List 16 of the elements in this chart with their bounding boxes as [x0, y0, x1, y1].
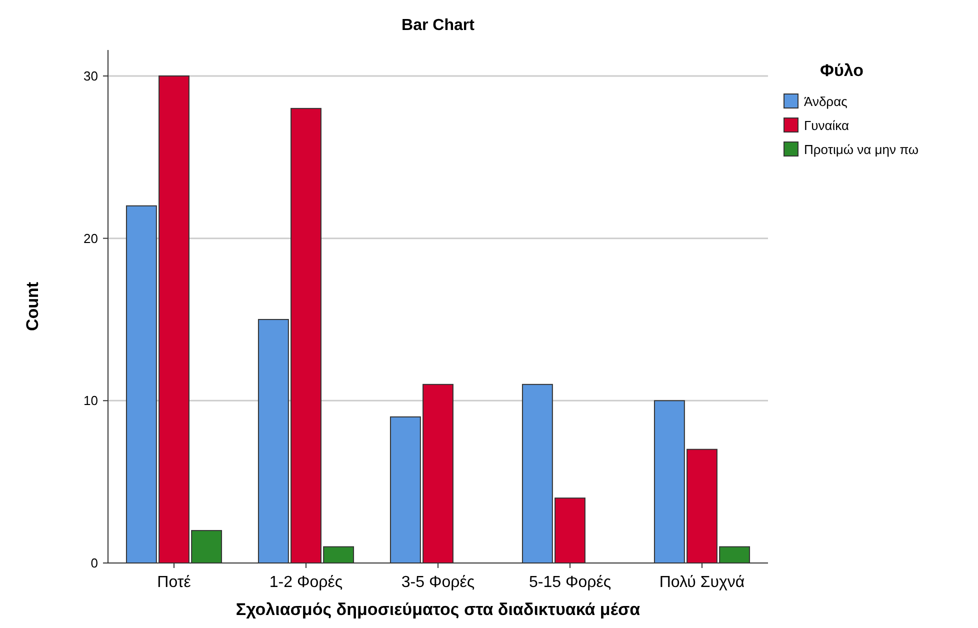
x-axis-title: Σχολιασμός δημοσιεύματος στα διαδικτυακά μέσα [236, 600, 641, 619]
chart-title: Bar Chart [402, 17, 476, 34]
y-tick-label: 20 [84, 230, 98, 246]
x-tick-label: 1-2 Φορές [269, 574, 343, 591]
y-tick-label: 0 [90, 556, 98, 571]
y-axis-title: Count [23, 282, 42, 332]
x-tick-label: 5-15 Φορές [528, 574, 612, 591]
x-tick-label: Πολύ Συχνά [659, 574, 745, 591]
y-tick-label: 30 [84, 68, 98, 84]
x-tick-label: 3-5 Φορές [401, 574, 475, 591]
legend-label: Γυναίκα [804, 118, 850, 133]
legend-label: Προτιμώ να μην πω [804, 142, 918, 157]
legend-title: Φύλο [820, 61, 864, 80]
legend-label: Άνδρας [804, 94, 848, 109]
x-tick-label: Ποτέ [157, 574, 191, 591]
y-tick-label: 10 [84, 393, 98, 408]
